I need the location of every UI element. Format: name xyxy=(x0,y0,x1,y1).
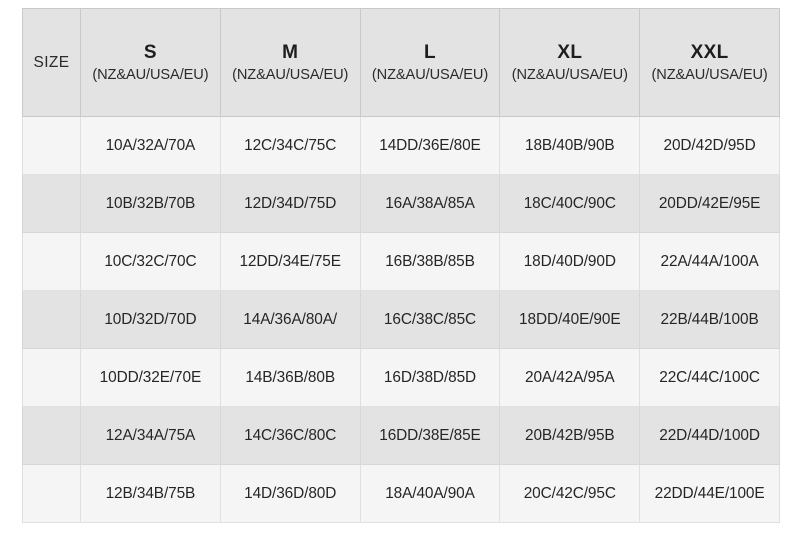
cell-size xyxy=(22,232,81,291)
table-body: 10A/32A/70A 12C/34C/75C 14DD/36E/80E 18B… xyxy=(22,116,780,523)
cell-size xyxy=(22,174,81,233)
column-header-xl-size: XL xyxy=(557,41,583,63)
table-row: 10C/32C/70C 12DD/34E/75E 16B/38B/85B 18D… xyxy=(22,232,780,291)
cell-s: 10C/32C/70C xyxy=(80,232,221,291)
cell-s: 10D/32D/70D xyxy=(80,290,221,349)
cell-size xyxy=(22,290,81,349)
table-row: 10B/32B/70B 12D/34D/75D 16A/38A/85A 18C/… xyxy=(22,174,780,233)
cell-xl: 18D/40D/90D xyxy=(499,232,641,291)
column-header-xxl-size: XXL xyxy=(690,41,729,63)
cell-m: 14B/36B/80B xyxy=(219,348,361,407)
column-header-xxl-region: (NZ&AU/USA/EU) xyxy=(651,66,768,83)
table-row: 12A/34A/75A 14C/36C/80C 16DD/38E/85E 20B… xyxy=(22,406,780,465)
cell-xxl: 22D/44D/100D xyxy=(639,406,780,465)
cell-l: 16C/38C/85C xyxy=(359,290,501,349)
column-header-s: S (NZ&AU/USA/EU) xyxy=(80,8,221,117)
table-header: SIZE S (NZ&AU/USA/EU) M (NZ&AU/USA/EU) xyxy=(22,8,780,117)
cell-m: 14C/36C/80C xyxy=(219,406,361,465)
cell-l: 16B/38B/85B xyxy=(359,232,501,291)
cell-xl: 20B/42B/95B xyxy=(499,406,641,465)
cell-l: 16DD/38E/85E xyxy=(359,406,501,465)
cell-xl: 18B/40B/90B xyxy=(499,116,641,175)
column-header-xxl: XXL (NZ&AU/USA/EU) xyxy=(639,8,780,117)
cell-xxl: 22DD/44E/100E xyxy=(639,464,780,523)
table-row: 10A/32A/70A 12C/34C/75C 14DD/36E/80E 18B… xyxy=(22,116,780,175)
cell-xl: 20C/42C/95C xyxy=(499,464,641,523)
header-row: SIZE S (NZ&AU/USA/EU) M (NZ&AU/USA/EU) xyxy=(22,8,780,117)
column-header-s-size: S xyxy=(143,41,157,63)
cell-size xyxy=(22,464,81,523)
cell-xxl: 20D/42D/95D xyxy=(639,116,780,175)
cell-xl: 18C/40C/90C xyxy=(499,174,641,233)
cell-s: 10A/32A/70A xyxy=(80,116,221,175)
cell-s: 10B/32B/70B xyxy=(80,174,221,233)
cell-size xyxy=(22,406,81,465)
column-header-l-region: (NZ&AU/USA/EU) xyxy=(371,66,489,83)
cell-size xyxy=(22,116,81,175)
cell-xxl: 22B/44B/100B xyxy=(639,290,780,349)
cell-xl: 20A/42A/95A xyxy=(499,348,641,407)
size-header-label: SIZE xyxy=(33,53,70,71)
cell-xxl: 22C/44C/100C xyxy=(639,348,780,407)
table-row: 10D/32D/70D 14A/36A/80A/ 16C/38C/85C 18D… xyxy=(22,290,780,349)
cell-l: 14DD/36E/80E xyxy=(359,116,501,175)
size-chart-table: SIZE S (NZ&AU/USA/EU) M (NZ&AU/USA/EU) xyxy=(22,8,780,523)
cell-s: 12B/34B/75B xyxy=(80,464,221,523)
column-header-m: M (NZ&AU/USA/EU) xyxy=(219,8,361,117)
cell-m: 12C/34C/75C xyxy=(219,116,361,175)
cell-xxl: 22A/44A/100A xyxy=(639,232,780,291)
cell-m: 12D/34D/75D xyxy=(219,174,361,233)
column-header-l-size: L xyxy=(424,41,436,63)
column-header-m-region: (NZ&AU/USA/EU) xyxy=(232,66,349,83)
table-row: 12B/34B/75B 14D/36D/80D 18A/40A/90A 20C/… xyxy=(22,464,780,523)
cell-l: 18A/40A/90A xyxy=(359,464,501,523)
column-header-s-region: (NZ&AU/USA/EU) xyxy=(92,66,209,83)
column-header-size: SIZE xyxy=(22,8,81,117)
column-header-xl-region: (NZ&AU/USA/EU) xyxy=(511,66,628,83)
cell-size xyxy=(22,348,81,407)
cell-m: 12DD/34E/75E xyxy=(219,232,361,291)
cell-s: 10DD/32E/70E xyxy=(80,348,221,407)
column-header-m-size: M xyxy=(282,41,299,63)
cell-s: 12A/34A/75A xyxy=(80,406,221,465)
cell-m: 14A/36A/80A/ xyxy=(219,290,361,349)
column-header-l: L (NZ&AU/USA/EU) xyxy=(359,8,501,117)
cell-m: 14D/36D/80D xyxy=(219,464,361,523)
cell-xl: 18DD/40E/90E xyxy=(499,290,641,349)
table-row: 10DD/32E/70E 14B/36B/80B 16D/38D/85D 20A… xyxy=(22,348,780,407)
column-header-xl: XL (NZ&AU/USA/EU) xyxy=(499,8,641,117)
cell-l: 16A/38A/85A xyxy=(359,174,501,233)
cell-l: 16D/38D/85D xyxy=(359,348,501,407)
cell-xxl: 20DD/42E/95E xyxy=(639,174,780,233)
size-chart-container: SIZE S (NZ&AU/USA/EU) M (NZ&AU/USA/EU) xyxy=(22,8,780,523)
